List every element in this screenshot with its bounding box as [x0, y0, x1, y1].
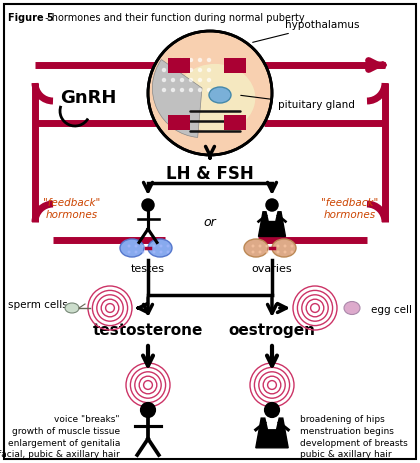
Circle shape: [162, 68, 166, 72]
Circle shape: [140, 402, 156, 418]
Circle shape: [142, 250, 144, 254]
Text: oestrogen: oestrogen: [228, 323, 315, 338]
Ellipse shape: [175, 64, 255, 132]
Circle shape: [166, 244, 170, 248]
Circle shape: [198, 88, 202, 92]
Circle shape: [171, 88, 175, 92]
Ellipse shape: [209, 87, 231, 103]
Circle shape: [264, 402, 280, 418]
FancyBboxPatch shape: [224, 58, 246, 73]
Circle shape: [207, 88, 211, 92]
Text: "feedback"
hormones: "feedback" hormones: [321, 198, 378, 220]
Polygon shape: [258, 212, 286, 237]
Text: GnRH: GnRH: [60, 89, 116, 107]
Circle shape: [207, 78, 211, 82]
Circle shape: [160, 250, 163, 254]
Ellipse shape: [244, 239, 268, 257]
Ellipse shape: [65, 303, 79, 313]
Text: broadening of hips
menstruation begins
development of breasts
pubic & axillary h: broadening of hips menstruation begins d…: [300, 415, 408, 459]
FancyBboxPatch shape: [168, 58, 190, 73]
FancyBboxPatch shape: [224, 115, 246, 130]
Circle shape: [276, 250, 279, 254]
Circle shape: [265, 250, 268, 254]
Text: - hormones and their function during normal puberty: - hormones and their function during nor…: [42, 13, 304, 23]
Circle shape: [171, 58, 175, 62]
Text: Figure 5: Figure 5: [8, 13, 54, 23]
Circle shape: [171, 68, 175, 72]
Circle shape: [134, 250, 137, 254]
Text: "feedback"
hormones: "feedback" hormones: [43, 198, 101, 220]
Circle shape: [284, 250, 286, 254]
Circle shape: [189, 88, 193, 92]
Circle shape: [265, 244, 268, 248]
Text: egg cell: egg cell: [371, 305, 412, 315]
Circle shape: [252, 250, 255, 254]
Circle shape: [171, 78, 175, 82]
Circle shape: [207, 58, 211, 62]
Circle shape: [276, 244, 279, 248]
Circle shape: [148, 31, 272, 155]
Circle shape: [198, 68, 202, 72]
Text: or: or: [204, 215, 216, 229]
Circle shape: [198, 58, 202, 62]
Circle shape: [189, 58, 193, 62]
Circle shape: [180, 78, 184, 82]
Polygon shape: [256, 418, 288, 448]
Circle shape: [258, 250, 262, 254]
Circle shape: [180, 88, 184, 92]
Ellipse shape: [120, 239, 144, 257]
Text: hypothalamus: hypothalamus: [253, 20, 360, 42]
Circle shape: [189, 68, 193, 72]
Text: LH & FSH: LH & FSH: [166, 165, 254, 183]
Circle shape: [166, 250, 170, 254]
Circle shape: [180, 58, 184, 62]
Circle shape: [152, 244, 155, 248]
Circle shape: [252, 244, 255, 248]
Circle shape: [128, 250, 131, 254]
Text: sperm cells: sperm cells: [8, 300, 68, 310]
Circle shape: [134, 244, 137, 248]
Circle shape: [141, 198, 155, 212]
FancyBboxPatch shape: [168, 115, 190, 130]
Circle shape: [152, 250, 155, 254]
Text: ovaries: ovaries: [252, 264, 292, 274]
Circle shape: [291, 250, 294, 254]
Ellipse shape: [344, 301, 360, 314]
Circle shape: [142, 244, 144, 248]
Text: voice "breaks"
growth of muscle tissue
enlargement of genitalia
facial, pubic & : voice "breaks" growth of muscle tissue e…: [0, 415, 120, 459]
Text: testes: testes: [131, 264, 165, 274]
Circle shape: [265, 198, 279, 212]
Circle shape: [291, 244, 294, 248]
Text: pituitary gland: pituitary gland: [241, 95, 355, 110]
Circle shape: [189, 78, 193, 82]
Circle shape: [198, 78, 202, 82]
Ellipse shape: [148, 239, 172, 257]
Circle shape: [162, 88, 166, 92]
Wedge shape: [152, 60, 202, 138]
Circle shape: [128, 244, 131, 248]
Circle shape: [258, 244, 262, 248]
Circle shape: [160, 244, 163, 248]
Circle shape: [162, 78, 166, 82]
Circle shape: [284, 244, 286, 248]
Circle shape: [207, 68, 211, 72]
Text: testosterone: testosterone: [93, 323, 203, 338]
Circle shape: [180, 68, 184, 72]
Ellipse shape: [272, 239, 296, 257]
